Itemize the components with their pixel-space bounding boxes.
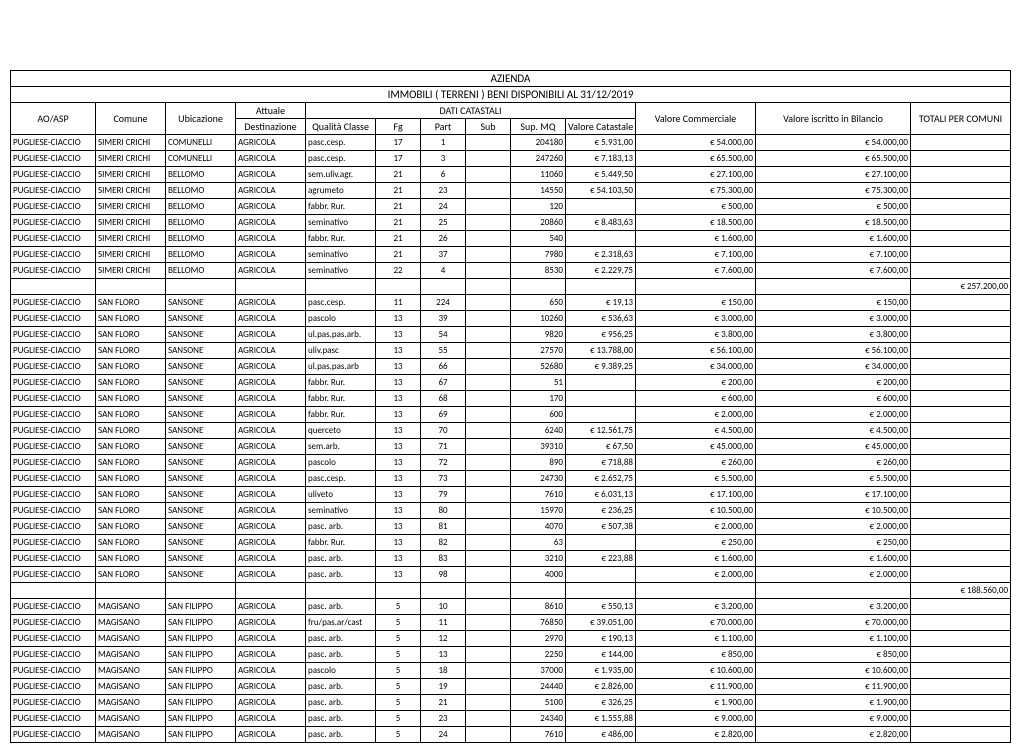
table-row: PUGLIESE-CIACCIOSAN FLOROSANSONEAGRICOLA…	[11, 359, 1011, 375]
col-valore-commerciale: Valore Commerciale	[636, 103, 756, 135]
table-row: PUGLIESE-CIACCIOSAN FLOROSANSONEAGRICOLA…	[11, 439, 1011, 455]
table-row: PUGLIESE-CIACCIOMAGISANOSAN FILIPPOAGRIC…	[11, 711, 1011, 727]
table-row: PUGLIESE-CIACCIOMAGISANOSAN FILIPPOAGRIC…	[11, 599, 1011, 615]
table-row: PUGLIESE-CIACCIOSAN FLOROSANSONEAGRICOLA…	[11, 295, 1011, 311]
land-assets-table: AZIENDA IMMOBILI ( TERRENI ) BENI DISPON…	[10, 70, 1011, 743]
table-row: PUGLIESE-CIACCIOSIMERI CRICHIBELLOMOAGRI…	[11, 183, 1011, 199]
table-row: € 257.200,00	[11, 279, 1011, 295]
table-row: PUGLIESE-CIACCIOMAGISANOSAN FILIPPOAGRIC…	[11, 679, 1011, 695]
table-row: PUGLIESE-CIACCIOSAN FLOROSANSONEAGRICOLA…	[11, 567, 1011, 583]
col-dati-catastali: DATI CATASTALI	[306, 103, 636, 119]
report-title: IMMOBILI ( TERRENI ) BENI DISPONIBILI AL…	[11, 87, 1011, 103]
table-row: PUGLIESE-CIACCIOMAGISANOSAN FILIPPOAGRIC…	[11, 727, 1011, 743]
col-valore-catastale: Valore Catastale	[566, 119, 636, 135]
table-row: PUGLIESE-CIACCIOSIMERI CRICHICOMUNELLIAG…	[11, 135, 1011, 151]
col-ubicazione: Ubicazione	[166, 103, 236, 135]
table-row: PUGLIESE-CIACCIOSAN FLOROSANSONEAGRICOLA…	[11, 455, 1011, 471]
table-row: PUGLIESE-CIACCIOSIMERI CRICHICOMUNELLIAG…	[11, 151, 1011, 167]
table-row: PUGLIESE-CIACCIOMAGISANOSAN FILIPPOAGRIC…	[11, 631, 1011, 647]
table-row: PUGLIESE-CIACCIOSAN FLOROSANSONEAGRICOLA…	[11, 503, 1011, 519]
table-row: PUGLIESE-CIACCIOMAGISANOSAN FILIPPOAGRIC…	[11, 663, 1011, 679]
table-row: PUGLIESE-CIACCIOSAN FLOROSANSONEAGRICOLA…	[11, 423, 1011, 439]
table-row: PUGLIESE-CIACCIOSAN FLOROSANSONEAGRICOLA…	[11, 407, 1011, 423]
table-row: PUGLIESE-CIACCIOSAN FLOROSANSONEAGRICOLA…	[11, 327, 1011, 343]
col-comune: Comune	[96, 103, 166, 135]
company-title: AZIENDA	[11, 71, 1011, 87]
table-body: PUGLIESE-CIACCIOSIMERI CRICHICOMUNELLIAG…	[11, 135, 1011, 743]
subtotal-cell: € 257.200,00	[911, 279, 1011, 295]
col-totali: TOTALI PER COMUNI	[911, 103, 1011, 135]
table-row: PUGLIESE-CIACCIOSAN FLOROSANSONEAGRICOLA…	[11, 471, 1011, 487]
col-qualita-classe: Qualità Classe	[306, 119, 376, 135]
table-row: PUGLIESE-CIACCIOSIMERI CRICHIBELLOMOAGRI…	[11, 167, 1011, 183]
table-row: PUGLIESE-CIACCIOSAN FLOROSANSONEAGRICOLA…	[11, 391, 1011, 407]
table-row: € 188.560,00	[11, 583, 1011, 599]
table-row: PUGLIESE-CIACCIOSAN FLOROSANSONEAGRICOLA…	[11, 311, 1011, 327]
col-part: Part	[421, 119, 466, 135]
table-row: PUGLIESE-CIACCIOSAN FLOROSANSONEAGRICOLA…	[11, 487, 1011, 503]
table-row: PUGLIESE-CIACCIOSIMERI CRICHIBELLOMOAGRI…	[11, 215, 1011, 231]
table-row: PUGLIESE-CIACCIOSIMERI CRICHIBELLOMOAGRI…	[11, 199, 1011, 215]
subtotal-cell: € 188.560,00	[911, 583, 1011, 599]
table-row: PUGLIESE-CIACCIOSIMERI CRICHIBELLOMOAGRI…	[11, 231, 1011, 247]
table-row: PUGLIESE-CIACCIOMAGISANOSAN FILIPPOAGRIC…	[11, 647, 1011, 663]
col-fg: Fg	[376, 119, 421, 135]
table-row: PUGLIESE-CIACCIOSIMERI CRICHIBELLOMOAGRI…	[11, 247, 1011, 263]
col-sub: Sub	[466, 119, 511, 135]
col-attuale: Attuale	[236, 103, 306, 119]
table-row: PUGLIESE-CIACCIOSIMERI CRICHIBELLOMOAGRI…	[11, 263, 1011, 279]
col-supmq: Sup. MQ	[511, 119, 566, 135]
col-valore-bilancio: Valore iscritto in Bilancio	[756, 103, 911, 135]
table-row: PUGLIESE-CIACCIOSAN FLOROSANSONEAGRICOLA…	[11, 535, 1011, 551]
table-row: PUGLIESE-CIACCIOSAN FLOROSANSONEAGRICOLA…	[11, 519, 1011, 535]
table-row: PUGLIESE-CIACCIOMAGISANOSAN FILIPPOAGRIC…	[11, 615, 1011, 631]
col-ao: AO/ASP	[11, 103, 96, 135]
table-row: PUGLIESE-CIACCIOSAN FLOROSANSONEAGRICOLA…	[11, 551, 1011, 567]
table-row: PUGLIESE-CIACCIOMAGISANOSAN FILIPPOAGRIC…	[11, 695, 1011, 711]
col-destinazione: Destinazione	[236, 119, 306, 135]
table-row: PUGLIESE-CIACCIOSAN FLOROSANSONEAGRICOLA…	[11, 375, 1011, 391]
table-row: PUGLIESE-CIACCIOSAN FLOROSANSONEAGRICOLA…	[11, 343, 1011, 359]
